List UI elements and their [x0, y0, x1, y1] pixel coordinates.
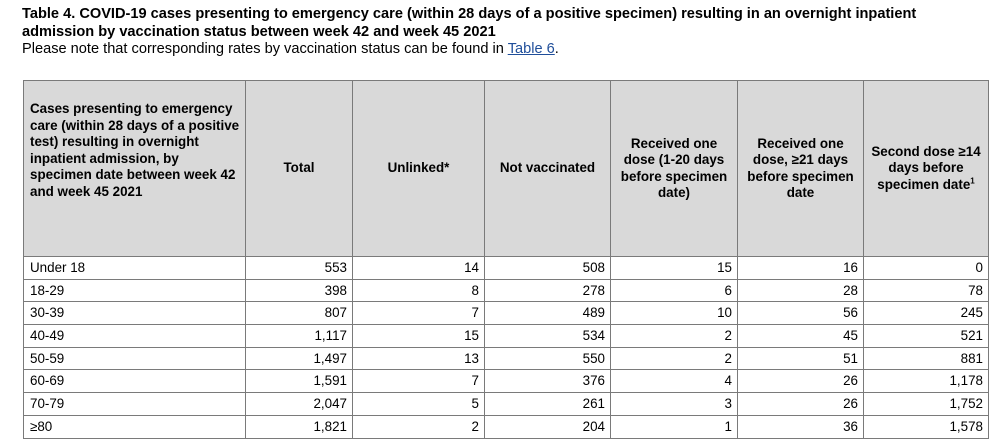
- one-dose-1-20-cell: 4: [610, 369, 738, 394]
- header-not-vaccinated: Not vaccinated: [484, 80, 611, 257]
- not-vaccinated-cell: 376: [484, 369, 611, 394]
- table-caption: Table 4. COVID-19 cases presenting to em…: [22, 6, 982, 59]
- second-dose-cell: 245: [863, 301, 989, 326]
- table-row: 18-29 398 8 278 6 28 78: [23, 278, 989, 303]
- unlinked-cell: 8: [352, 278, 485, 303]
- unlinked-cell: 5: [352, 392, 485, 416]
- one-dose-1-20-cell: 3: [610, 392, 738, 416]
- unlinked-cell: 15: [352, 324, 485, 348]
- note-suffix: .: [554, 41, 559, 57]
- not-vaccinated-cell: 550: [484, 346, 611, 371]
- one-dose-21-cell: 26: [737, 369, 864, 394]
- total-cell: 1,117: [245, 324, 353, 348]
- age-cell: 30-39: [23, 301, 246, 326]
- unlinked-cell: 7: [352, 369, 485, 394]
- unlinked-cell: 14: [352, 256, 485, 280]
- one-dose-21-cell: 45: [737, 324, 864, 348]
- table-row: 40-49 1,117 15 534 2 45 521: [23, 324, 989, 348]
- total-cell: 807: [245, 301, 353, 326]
- header-one-dose-1-20-days: Received one dose (1-20 days before spec…: [610, 80, 738, 257]
- table-row: 60-69 1,591 7 376 4 26 1,178: [23, 369, 989, 394]
- table-row: Under 18 553 14 508 15 16 0: [23, 256, 989, 280]
- table-6-link[interactable]: Table 6: [507, 41, 555, 57]
- one-dose-1-20-cell: 2: [610, 324, 738, 348]
- table-row: 50-59 1,497 13 550 2 51 881: [23, 346, 989, 371]
- one-dose-21-cell: 51: [737, 346, 864, 371]
- footnote-marker: 1: [970, 176, 975, 186]
- age-cell: 18-29: [23, 278, 246, 303]
- header-second-dose-text: Second dose ≥14 days before specimen dat…: [871, 143, 981, 192]
- header-second-dose: Second dose ≥14 days before specimen dat…: [863, 80, 989, 257]
- one-dose-21-cell: 56: [737, 301, 864, 326]
- total-cell: 398: [245, 278, 353, 303]
- one-dose-1-20-cell: 10: [610, 301, 738, 326]
- second-dose-cell: 1,178: [863, 369, 989, 394]
- total-cell: 1,591: [245, 369, 353, 394]
- total-cell: 553: [245, 256, 353, 280]
- table-row: 70-79 2,047 5 261 3 26 1,752: [23, 392, 989, 416]
- one-dose-21-cell: 16: [737, 256, 864, 280]
- table-title: Table 4. COVID-19 cases presenting to em…: [22, 6, 917, 40]
- second-dose-cell: 521: [863, 324, 989, 348]
- one-dose-1-20-cell: 2: [610, 346, 738, 371]
- age-cell: 50-59: [23, 346, 246, 371]
- second-dose-cell: 0: [863, 256, 989, 280]
- one-dose-21-cell: 26: [737, 392, 864, 416]
- age-cell: 60-69: [23, 369, 246, 394]
- unlinked-cell: 7: [352, 301, 485, 326]
- table-row: 30-39 807 7 489 10 56 245: [23, 301, 989, 326]
- one-dose-21-cell: 28: [737, 278, 864, 303]
- second-dose-cell: 881: [863, 346, 989, 371]
- total-cell: 1,497: [245, 346, 353, 371]
- not-vaccinated-cell: 261: [484, 392, 611, 416]
- header-row: Cases presenting to emergency care (with…: [23, 80, 989, 257]
- unlinked-cell: 13: [352, 346, 485, 371]
- not-vaccinated-cell: 278: [484, 278, 611, 303]
- not-vaccinated-cell: 489: [484, 301, 611, 326]
- second-dose-cell: 78: [863, 278, 989, 303]
- one-dose-1-20-cell: 6: [610, 278, 738, 303]
- header-unlinked: Unlinked*: [352, 80, 485, 257]
- header-total: Total: [245, 80, 353, 257]
- table-note: Please note that corresponding rates by …: [22, 41, 982, 59]
- not-vaccinated-cell: 508: [484, 256, 611, 280]
- age-cell: Under 18: [23, 256, 246, 280]
- not-vaccinated-cell: 534: [484, 324, 611, 348]
- age-cell: 70-79: [23, 392, 246, 416]
- note-text: Please note that corresponding rates by …: [22, 41, 508, 57]
- second-dose-cell: 1,752: [863, 392, 989, 416]
- age-cell: 40-49: [23, 324, 246, 348]
- header-one-dose-21-days: Received one dose, ≥21 days before speci…: [737, 80, 864, 257]
- total-cell: 2,047: [245, 392, 353, 416]
- one-dose-1-20-cell: 15: [610, 256, 738, 280]
- header-category: Cases presenting to emergency care (with…: [23, 80, 246, 257]
- vaccination-status-table: Cases presenting to emergency care (with…: [23, 80, 989, 439]
